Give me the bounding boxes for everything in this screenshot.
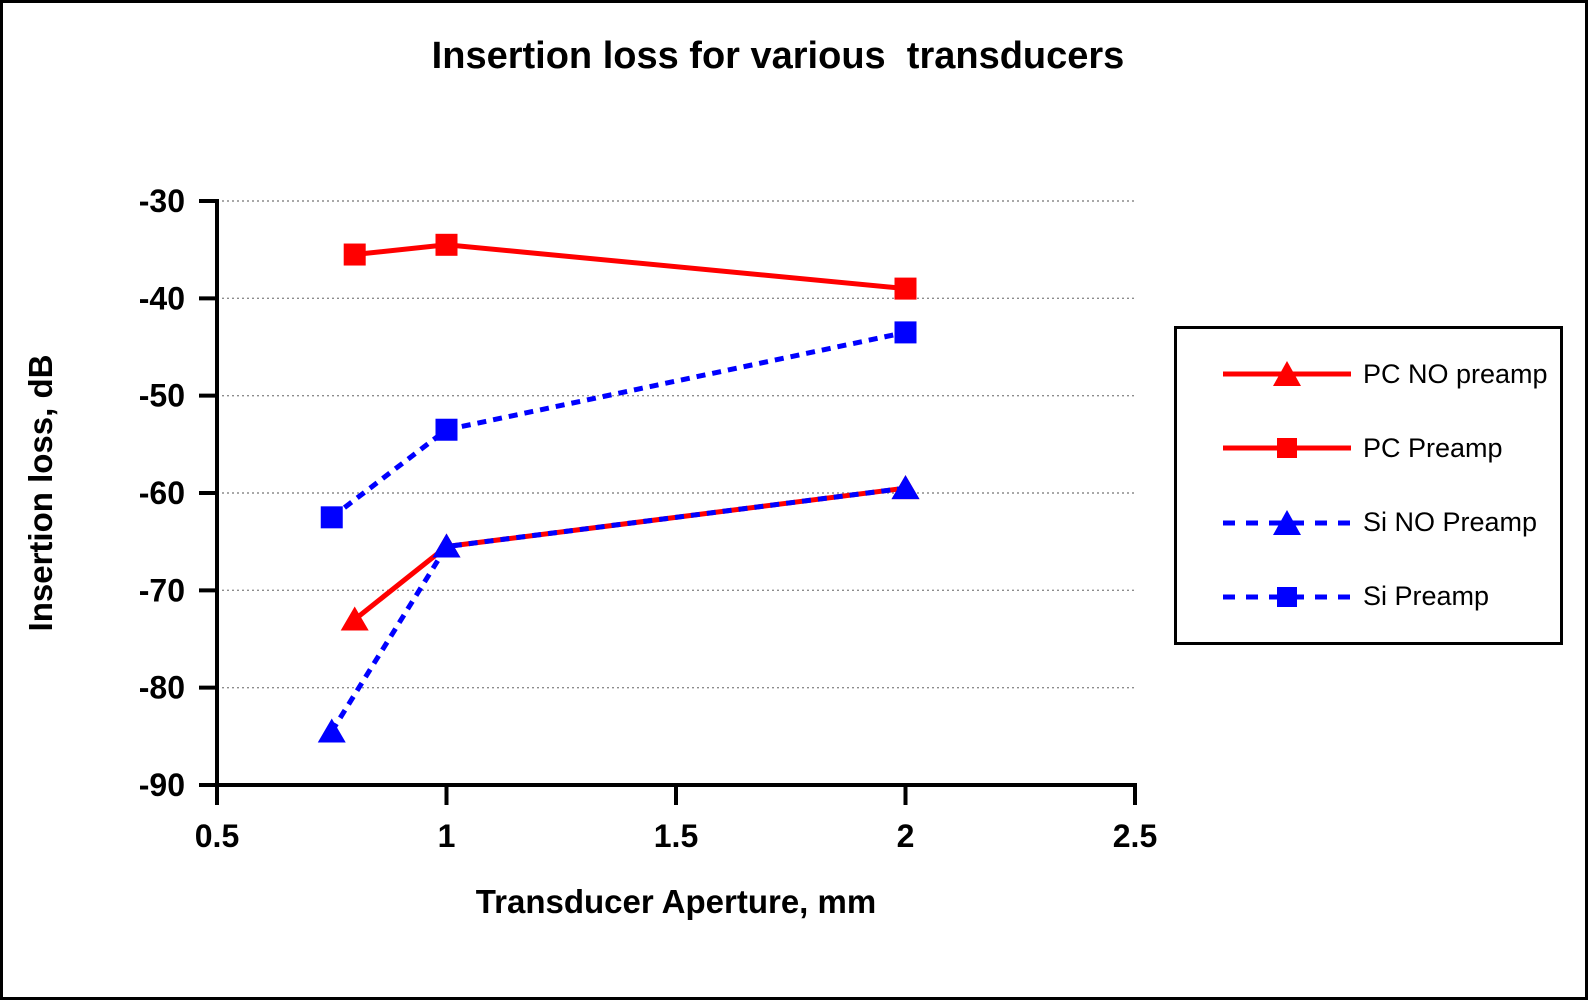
plot-area: -30 -40 -50 -60 -70 -80 -90 0.5 1 1.5 2 2.5	[139, 183, 1157, 854]
series-marker-si-preamp	[894, 321, 917, 344]
series-marker-si-no-preamp	[891, 475, 920, 500]
legend-swatch-si-preamp	[1223, 586, 1351, 607]
y-tick-label: -90	[139, 767, 185, 803]
legend-marker-si-preamp	[1277, 586, 1297, 607]
legend-marker-pc-preamp	[1277, 438, 1297, 459]
series-marker-si-no-preamp	[432, 533, 461, 558]
legend-swatch-si-no-preamp	[1223, 509, 1351, 535]
legend-marker-pc-no-preamp	[1273, 361, 1301, 387]
series-marker-pc-preamp	[343, 243, 366, 266]
series-marker-si-preamp	[320, 506, 343, 529]
legend-label: Si NO Preamp	[1363, 507, 1538, 538]
series-marker-si-preamp	[435, 418, 458, 441]
series-marker-si-no-preamp	[317, 718, 346, 743]
legend: PC NO preamp PC Preamp Si NO Preamp Si Prea…	[1174, 326, 1563, 645]
legend-label: Si Preamp	[1363, 581, 1490, 612]
y-tick-label: -60	[139, 475, 185, 511]
legend-swatch-pc-no-preamp	[1223, 361, 1351, 387]
y-tick-label: -50	[139, 378, 185, 414]
series-marker-pc-preamp	[894, 277, 917, 300]
y-tick-label: -40	[139, 280, 185, 316]
legend-item-pc-no-preamp: PC NO preamp	[1221, 356, 1556, 392]
x-tick-label: 1.5	[654, 818, 698, 854]
legend-label: PC NO preamp	[1363, 358, 1548, 389]
series-line-si-no-preamp	[329, 485, 906, 733]
y-tick-label: -70	[139, 572, 185, 608]
chart-title: Insertion loss for various transducers	[431, 35, 1125, 77]
x-tick-label: 0.5	[195, 818, 239, 854]
series-line-si-preamp	[330, 329, 907, 520]
series-marker-pc-no-preamp	[340, 606, 369, 631]
x-tick-label: 2.5	[1113, 818, 1157, 854]
x-tick-label: 2	[897, 818, 915, 854]
x-axis-title: Transducer Aperture, mm	[475, 883, 877, 920]
legend-item-si-no-preamp: Si NO Preamp	[1221, 505, 1556, 541]
legend-marker-si-no-preamp	[1273, 509, 1301, 535]
legend-swatch-pc-preamp	[1223, 438, 1351, 459]
y-tick-label: -30	[139, 183, 185, 219]
legend-item-si-preamp: Si Preamp	[1221, 579, 1556, 615]
legend-item-pc-preamp: PC Preamp	[1221, 430, 1556, 466]
y-tick-label: -80	[139, 670, 185, 706]
legend-label: PC Preamp	[1363, 432, 1503, 463]
series-marker-pc-preamp	[435, 233, 458, 256]
x-tick-label: 1	[438, 818, 456, 854]
